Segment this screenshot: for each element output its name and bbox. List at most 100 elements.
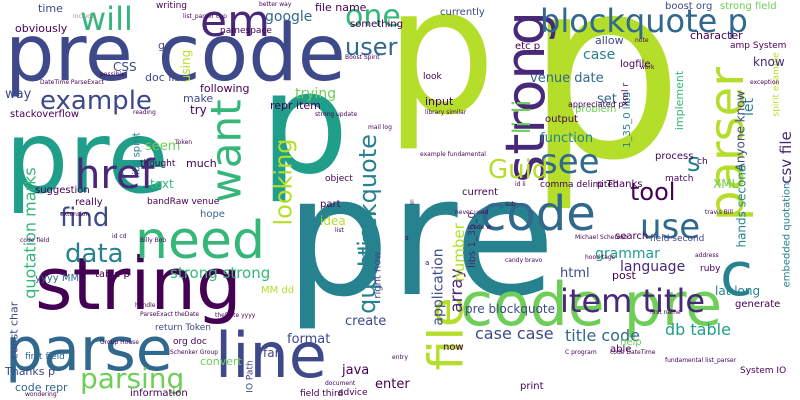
cloud-word: reading bbox=[133, 109, 156, 116]
cloud-word: a bbox=[425, 259, 430, 267]
cloud-word: library similar bbox=[425, 109, 467, 116]
cloud-word: code pre bbox=[460, 270, 723, 340]
cloud-word: Schenker Group bbox=[170, 349, 218, 356]
cloud-word: suggestion bbox=[35, 185, 90, 196]
cloud-word: code w bbox=[470, 224, 492, 231]
cloud-word: appreciated p bbox=[568, 100, 624, 109]
cloud-word: s bbox=[687, 148, 701, 178]
cloud-word: character bbox=[690, 29, 743, 42]
cloud-word: ch bbox=[697, 157, 708, 167]
cloud-word: possible bbox=[100, 71, 125, 78]
cloud-word: code field bbox=[20, 237, 50, 244]
cloud-word: convert bbox=[200, 355, 242, 368]
cloud-word: li li bbox=[508, 99, 537, 135]
cloud-word: find bbox=[60, 203, 110, 233]
cloud-word: note bbox=[635, 37, 649, 44]
cloud-word: li bbox=[410, 199, 414, 207]
cloud-word: return Token bbox=[155, 323, 211, 333]
cloud-word: string bbox=[35, 242, 242, 326]
cloud-word: logfile bbox=[620, 59, 651, 70]
cloud-word: far bbox=[263, 346, 280, 360]
cloud-word: s bbox=[405, 234, 409, 242]
cloud-word: look bbox=[423, 72, 442, 82]
cloud-word: thought bbox=[140, 159, 176, 169]
cloud-word: p bbox=[525, 0, 684, 215]
cloud-word: CSS bbox=[113, 60, 137, 74]
cloud-word: table p bbox=[95, 269, 130, 280]
cloud-word: grammar bbox=[595, 246, 660, 262]
cloud-word: yyyy MM bbox=[35, 273, 80, 284]
cloud-word: sub bbox=[505, 201, 516, 208]
cloud-word: right now bbox=[372, 251, 384, 299]
cloud-word: hope bbox=[200, 209, 225, 220]
cloud-word: implement bbox=[673, 70, 687, 131]
cloud-word: const char bbox=[7, 301, 21, 360]
cloud-word: href bbox=[75, 152, 155, 198]
cloud-word: ruby bbox=[700, 264, 721, 274]
cloud-word: stackoverflow bbox=[10, 109, 80, 120]
cloud-word: Michael Schenker bbox=[575, 234, 628, 241]
cloud-word: current bbox=[462, 187, 499, 198]
cloud-word: case bbox=[583, 47, 616, 63]
cloud-word: doc libs bbox=[145, 71, 188, 84]
cloud-word: problem bbox=[575, 104, 617, 115]
cloud-word: code repr bbox=[15, 381, 68, 394]
cloud-word: google bbox=[265, 9, 313, 25]
cloud-word: html bbox=[560, 266, 590, 281]
cloud-word: following bbox=[200, 82, 250, 95]
cloud-word: venue date bbox=[530, 71, 604, 86]
cloud-word: print bbox=[520, 381, 544, 392]
cloud-word: able bbox=[610, 344, 632, 355]
cloud-word: know bbox=[753, 55, 785, 69]
cloud-word: document bbox=[325, 380, 356, 387]
cloud-word: search bbox=[615, 231, 649, 242]
cloud-word: p Thanks bbox=[597, 179, 643, 190]
cloud-word: Guid bbox=[488, 155, 549, 185]
cloud-word: xml r bbox=[621, 82, 632, 107]
cloud-word: id li bbox=[515, 181, 526, 188]
cloud-word: ParseExact theDate bbox=[140, 311, 200, 318]
cloud-word: need bbox=[135, 211, 265, 271]
cloud-word: enter bbox=[375, 377, 410, 392]
cloud-word: extension bbox=[60, 211, 90, 218]
cloud-word: see bbox=[540, 142, 600, 182]
cloud-word: much bbox=[186, 157, 217, 170]
cloud-word: advice bbox=[338, 388, 368, 398]
cloud-word: process bbox=[655, 151, 694, 162]
cloud-word: line bbox=[215, 319, 327, 392]
cloud-word: include bbox=[73, 13, 95, 20]
cloud-word: file name bbox=[315, 1, 367, 14]
cloud-word: really bbox=[75, 197, 103, 208]
cloud-word: first field bbox=[25, 352, 65, 362]
cloud-word: match bbox=[665, 174, 694, 184]
cloud-word: want bbox=[201, 99, 251, 203]
cloud-word: make bbox=[183, 92, 214, 105]
cloud-word: candy bravo bbox=[505, 257, 543, 264]
cloud-word: Boost Spirit bbox=[345, 54, 380, 61]
cloud-word: comma delimited bbox=[540, 180, 619, 190]
cloud-word: list bbox=[335, 227, 344, 234]
cloud-word: will bbox=[80, 0, 133, 38]
cloud-word: output bbox=[545, 114, 578, 125]
cloud-word: lat long bbox=[715, 284, 761, 298]
cloud-word: Thanks p bbox=[5, 365, 55, 378]
cloud-word: format bbox=[287, 332, 331, 347]
cloud-word: something bbox=[350, 19, 403, 30]
cloud-word: bandRaw venue bbox=[147, 197, 220, 207]
cloud-word: user bbox=[345, 33, 398, 61]
cloud-word: input bbox=[425, 95, 454, 108]
cloud-word: example bbox=[40, 86, 152, 116]
cloud-word: create bbox=[345, 314, 387, 329]
cloud-word: address bbox=[695, 252, 719, 259]
cloud-word: boost org bbox=[665, 1, 713, 12]
cloud-word: case case bbox=[475, 324, 554, 343]
cloud-word: MM dd bbox=[261, 285, 295, 296]
cloud-word: code bbox=[480, 186, 596, 242]
cloud-word: seem bbox=[145, 139, 181, 154]
cloud-word: p bbox=[260, 43, 349, 206]
cloud-word: namespace bbox=[220, 26, 272, 36]
cloud-word: application bbox=[430, 248, 447, 326]
cloud-word: travis Bill bbox=[705, 209, 733, 216]
cloud-word: tool bbox=[630, 178, 676, 206]
